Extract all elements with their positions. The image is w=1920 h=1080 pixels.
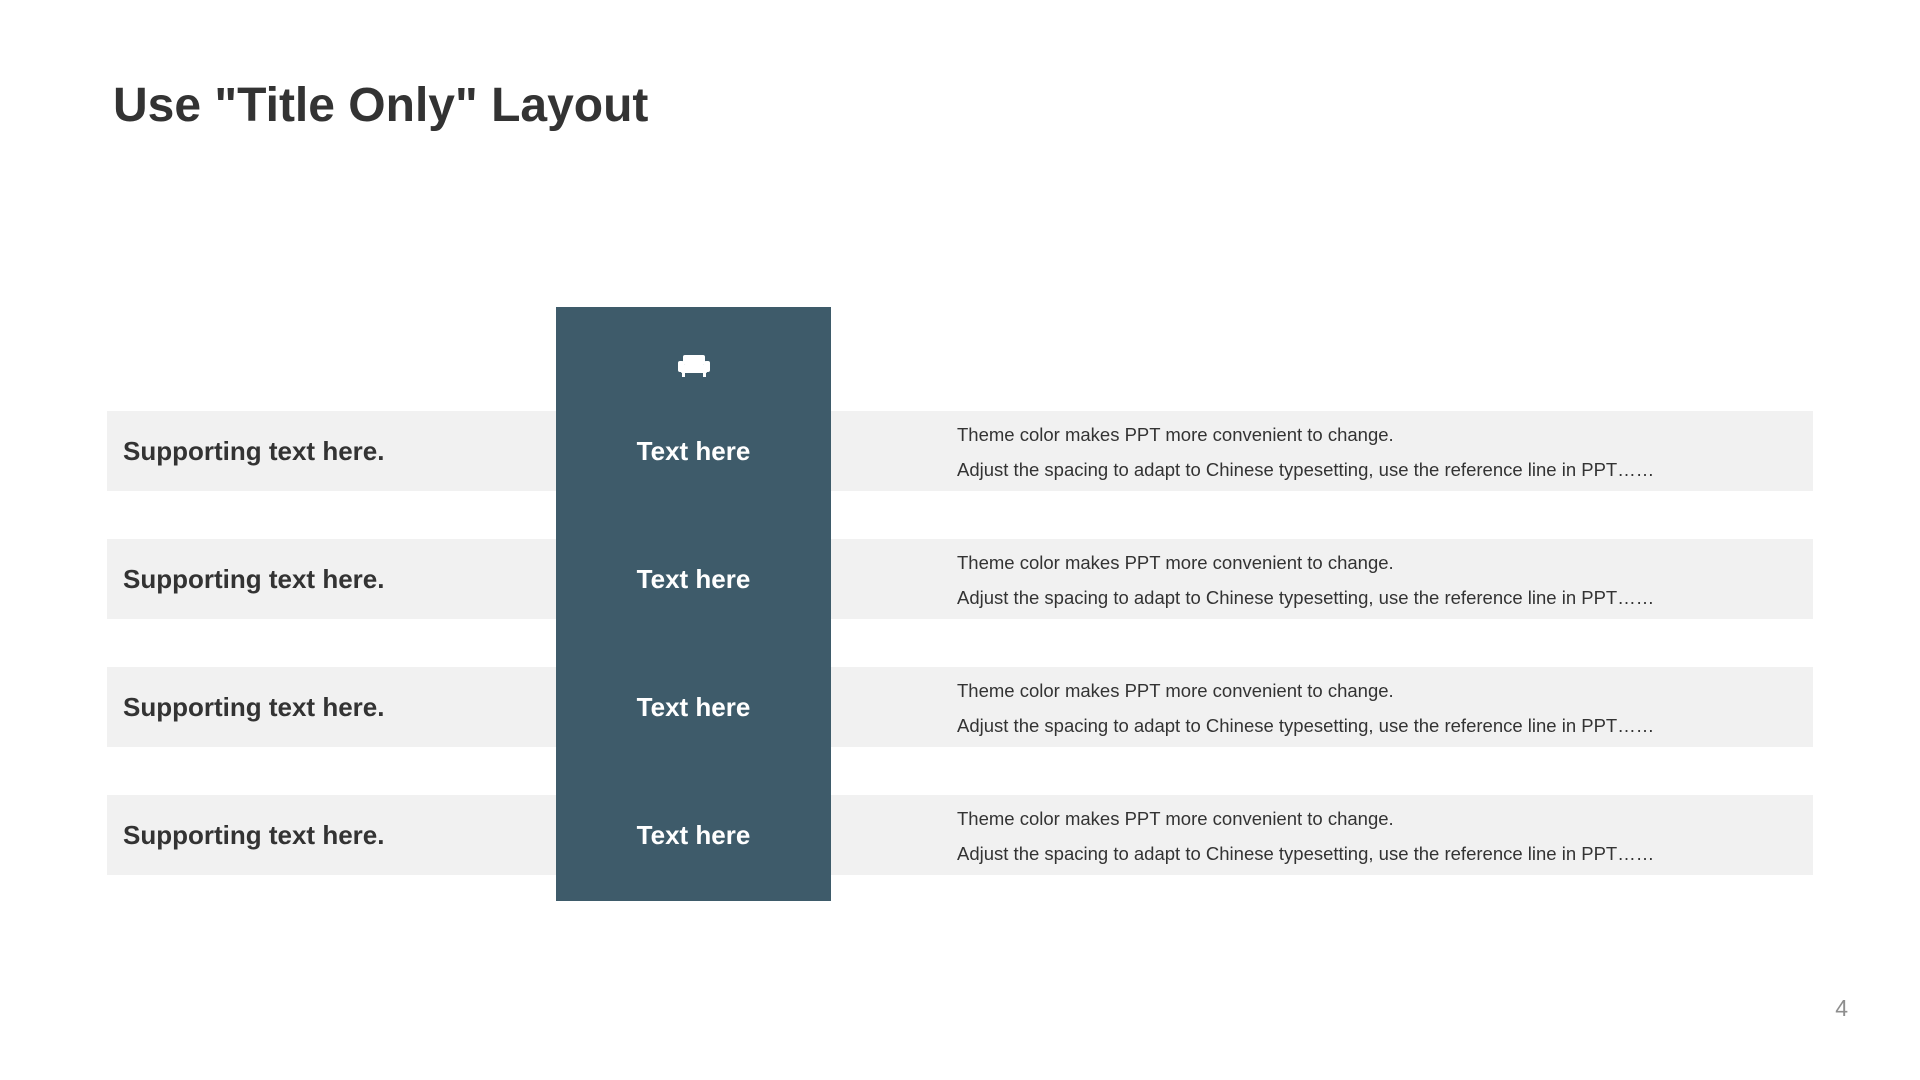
row-left-label: Supporting text here. <box>107 692 417 723</box>
desc-line: Adjust the spacing to adapt to Chinese t… <box>957 580 1795 615</box>
content-rows: Supporting text here. Theme color makes … <box>107 411 1813 875</box>
center-column: Text here Text here Text here Text here <box>556 307 831 901</box>
table-row: Supporting text here. Theme color makes … <box>107 795 1813 875</box>
table-row: Supporting text here. Theme color makes … <box>107 411 1813 491</box>
row-description: Theme color makes PPT more convenient to… <box>697 799 1813 871</box>
desc-line: Theme color makes PPT more convenient to… <box>957 801 1795 836</box>
desc-line: Adjust the spacing to adapt to Chinese t… <box>957 708 1795 743</box>
center-cell: Text here <box>556 539 831 619</box>
desc-line: Theme color makes PPT more convenient to… <box>957 417 1795 452</box>
page-title: Use "Title Only" Layout <box>113 78 648 133</box>
center-cell: Text here <box>556 795 831 875</box>
row-left-label: Supporting text here. <box>107 564 417 595</box>
row-description: Theme color makes PPT more convenient to… <box>697 415 1813 487</box>
row-description: Theme color makes PPT more convenient to… <box>697 543 1813 615</box>
row-description: Theme color makes PPT more convenient to… <box>697 671 1813 743</box>
row-left-label: Supporting text here. <box>107 820 417 851</box>
desc-line: Adjust the spacing to adapt to Chinese t… <box>957 836 1795 871</box>
desc-line: Adjust the spacing to adapt to Chinese t… <box>957 452 1795 487</box>
couch-icon <box>677 355 711 377</box>
slide: Use "Title Only" Layout Supporting text … <box>0 0 1920 1080</box>
page-number: 4 <box>1835 995 1848 1022</box>
row-left-label: Supporting text here. <box>107 436 417 467</box>
desc-line: Theme color makes PPT more convenient to… <box>957 545 1795 580</box>
center-cell: Text here <box>556 411 831 491</box>
desc-line: Theme color makes PPT more convenient to… <box>957 673 1795 708</box>
table-row: Supporting text here. Theme color makes … <box>107 539 1813 619</box>
center-cell: Text here <box>556 667 831 747</box>
table-row: Supporting text here. Theme color makes … <box>107 667 1813 747</box>
